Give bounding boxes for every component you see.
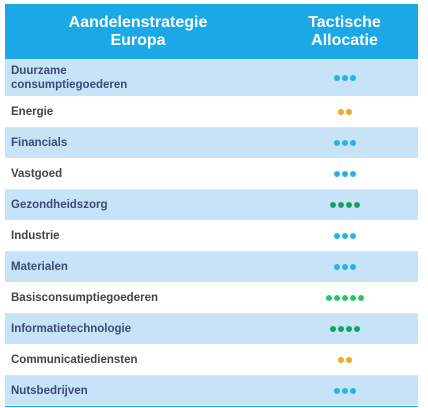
allocation-dot bbox=[333, 140, 340, 146]
allocation-dot bbox=[341, 171, 348, 177]
allocation-dot bbox=[333, 295, 340, 301]
table-row: Vastgoed bbox=[5, 159, 418, 190]
sector-label: Duurzame consumptiegoederen bbox=[11, 64, 128, 91]
sector-column-header: Aandelenstrategie Europa bbox=[5, 4, 271, 59]
allocation-dot bbox=[345, 326, 352, 332]
sector-label: Financials bbox=[11, 137, 68, 149]
table-row: Financials bbox=[5, 128, 418, 159]
sector-header-line2: Europa bbox=[110, 31, 166, 49]
allocation-dots bbox=[271, 202, 418, 208]
table-row: Basisconsumptiegoederen bbox=[5, 283, 418, 314]
allocation-dot bbox=[341, 264, 348, 270]
allocation-dots bbox=[271, 171, 418, 177]
table-body: Duurzame consumptiegoederen Energie Financ… bbox=[5, 59, 418, 406]
allocation-dot bbox=[353, 326, 360, 332]
table-header: Aandelenstrategie Europa Tactische Alloc… bbox=[5, 4, 418, 59]
allocation-dot bbox=[345, 109, 352, 115]
allocation-table: Aandelenstrategie Europa Tactische Alloc… bbox=[5, 4, 418, 407]
allocation-dot bbox=[349, 171, 356, 177]
table-row: Gezondheidszorg bbox=[5, 190, 418, 221]
allocation-dot bbox=[349, 295, 356, 301]
allocation-dot bbox=[349, 140, 356, 146]
allocation-dots bbox=[271, 74, 418, 81]
sector-label: Informatietechnologie bbox=[11, 323, 132, 335]
allocation-dot bbox=[341, 74, 348, 81]
allocation-dots bbox=[271, 109, 418, 115]
sector-label: Gezondheidszorg bbox=[11, 199, 108, 211]
allocation-dot bbox=[337, 357, 344, 363]
allocation-dot bbox=[341, 387, 348, 394]
allocation-dots bbox=[271, 387, 418, 394]
allocation-column-header: Tactische Allocatie bbox=[271, 4, 418, 59]
allocation-header-line1: Tactische bbox=[308, 13, 381, 31]
allocation-dot bbox=[333, 264, 340, 270]
allocation-dot bbox=[349, 233, 356, 239]
table-row: Informatietechnologie bbox=[5, 314, 418, 345]
allocation-dot bbox=[345, 202, 352, 208]
allocation-dots bbox=[271, 326, 418, 332]
allocation-dot bbox=[357, 295, 364, 301]
table-row: Materialen bbox=[5, 252, 418, 283]
allocation-dots bbox=[271, 357, 418, 363]
allocation-dot bbox=[349, 264, 356, 270]
table-bottom-border bbox=[5, 406, 418, 407]
allocation-dot bbox=[341, 295, 348, 301]
allocation-dot bbox=[333, 387, 340, 394]
sector-label: Nutsbedrijven bbox=[11, 384, 88, 397]
allocation-dot bbox=[329, 326, 336, 332]
sector-label: Communicatiediensten bbox=[11, 354, 138, 366]
sector-header-line1: Aandelenstrategie bbox=[68, 13, 208, 31]
table-row: Nutsbedrijven bbox=[5, 376, 418, 406]
allocation-dot bbox=[337, 202, 344, 208]
sector-label: Industrie bbox=[11, 230, 60, 242]
allocation-dot bbox=[349, 387, 356, 394]
table-row: Industrie bbox=[5, 221, 418, 252]
allocation-dot bbox=[341, 140, 348, 146]
allocation-dot bbox=[329, 202, 336, 208]
allocation-dot bbox=[333, 171, 340, 177]
sector-label: Materialen bbox=[11, 261, 68, 273]
allocation-header-line2: Allocatie bbox=[311, 31, 378, 49]
allocation-dot bbox=[349, 74, 356, 81]
allocation-dot bbox=[325, 295, 332, 301]
sector-label: Energie bbox=[11, 106, 54, 118]
allocation-dots bbox=[271, 233, 418, 239]
allocation-dot bbox=[341, 233, 348, 239]
allocation-dots bbox=[271, 264, 418, 270]
allocation-dot bbox=[333, 233, 340, 239]
sector-label: Vastgoed bbox=[11, 168, 63, 180]
allocation-dot bbox=[345, 357, 352, 363]
table-row: Communicatiediensten bbox=[5, 345, 418, 376]
allocation-dot bbox=[337, 109, 344, 115]
allocation-dots bbox=[271, 295, 418, 301]
table-row: Duurzame consumptiegoederen bbox=[5, 59, 418, 97]
allocation-dot bbox=[333, 74, 340, 81]
allocation-dots bbox=[271, 140, 418, 146]
allocation-dot bbox=[337, 326, 344, 332]
sector-label: Basisconsumptiegoederen bbox=[11, 292, 158, 304]
table-row: Energie bbox=[5, 97, 418, 128]
allocation-dot bbox=[353, 202, 360, 208]
